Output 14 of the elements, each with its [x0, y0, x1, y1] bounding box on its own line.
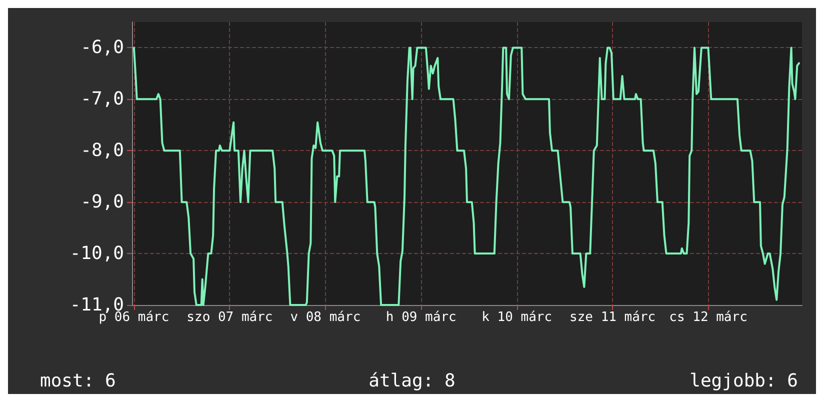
- x-tick-label: h 09 márc: [386, 310, 456, 325]
- x-tick-label: cs 12 márc: [669, 310, 748, 325]
- text: most: 6: [40, 370, 116, 392]
- x-tick-label: v 08 márc: [290, 310, 361, 325]
- x-tick-label: sze 11 márc: [570, 310, 656, 325]
- y-tick-label: -6,0: [80, 37, 124, 58]
- x-tick-label: szo 07 márc: [186, 310, 273, 325]
- y-tick-label: -10,0: [70, 243, 124, 264]
- y-tick-label: -7,0: [80, 88, 124, 110]
- y-tick-label: -8,0: [80, 140, 124, 162]
- text: átlag: 8: [368, 370, 456, 392]
- text: legjobb: 6: [690, 370, 798, 392]
- y-tick-label: -9,0: [80, 192, 124, 213]
- x-tick-label: k 10 márc: [482, 310, 552, 325]
